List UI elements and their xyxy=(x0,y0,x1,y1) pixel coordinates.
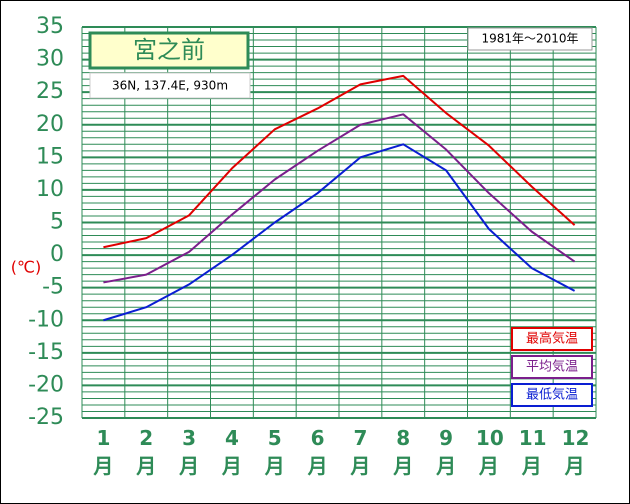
legend-box xyxy=(511,383,593,407)
chart-title: 宮之前 xyxy=(133,36,205,64)
x-tick-label: 4月 xyxy=(221,426,242,478)
x-tick-label: 7月 xyxy=(350,426,371,478)
legend-label: 平均気温 xyxy=(526,359,578,375)
y-tick-label: -10 xyxy=(28,307,64,332)
legend-label: 最低気温 xyxy=(526,387,578,403)
legend-box xyxy=(511,355,593,379)
title-box xyxy=(88,31,250,70)
subtitle-box xyxy=(89,72,251,99)
y-tick-label: 35 xyxy=(36,14,64,39)
x-tick-label: 5月 xyxy=(264,426,285,478)
x-tick-label: 12月 xyxy=(561,426,590,478)
y-tick-label: 0 xyxy=(50,242,64,267)
x-tick-label: 2月 xyxy=(136,426,157,478)
y-tick-label: 5 xyxy=(50,210,64,235)
subtitle: 36N, 137.4E, 930m xyxy=(112,79,228,93)
y-axis-label: (℃) xyxy=(11,258,41,277)
x-tick-label: 9月 xyxy=(436,426,457,478)
series-line xyxy=(103,113,576,284)
period: 1981年〜2010年 xyxy=(481,32,578,46)
y-tick-label: 15 xyxy=(36,144,64,169)
y-tick-label: 20 xyxy=(36,112,64,137)
y-tick-label: -15 xyxy=(28,340,64,365)
legend-label: 最高気温 xyxy=(526,331,578,347)
x-tick-label: 8月 xyxy=(393,426,414,478)
y-tick-label: -20 xyxy=(28,372,64,397)
x-tick-label: 3月 xyxy=(179,426,200,478)
series-line xyxy=(103,74,576,249)
y-tick-label: 25 xyxy=(36,79,64,104)
x-tick-label: 10月 xyxy=(475,426,504,478)
x-tick-label: 11月 xyxy=(518,426,547,478)
legend-box xyxy=(511,327,593,351)
x-tick-label: 6月 xyxy=(307,426,328,478)
y-tick-label: -5 xyxy=(42,275,64,300)
series-line xyxy=(103,143,576,322)
period-box xyxy=(467,27,593,51)
y-tick-label: 10 xyxy=(36,177,64,202)
y-tick-label: -25 xyxy=(28,405,64,430)
x-tick-label: 1月 xyxy=(93,426,114,478)
y-tick-label: 30 xyxy=(36,47,64,72)
